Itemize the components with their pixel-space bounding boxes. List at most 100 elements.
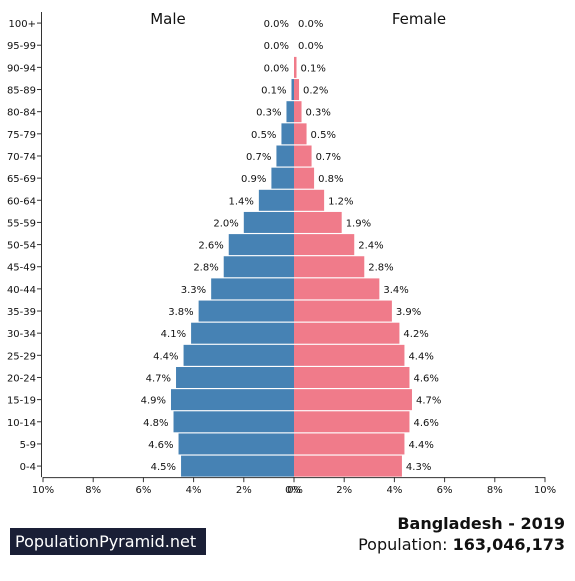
female-bar <box>294 211 342 233</box>
female-value-label: 0.2% <box>303 86 328 97</box>
male-bar <box>271 167 294 189</box>
male-value-label: 0.7% <box>246 152 271 163</box>
male-bar <box>243 211 294 233</box>
male-value-label: 3.8% <box>168 307 193 318</box>
female-bar <box>294 455 402 477</box>
female-value-label: 0.0% <box>298 41 323 52</box>
male-bar <box>191 322 294 344</box>
male-bar <box>181 455 294 477</box>
female-bar <box>294 56 297 78</box>
male-bar <box>291 79 294 101</box>
female-bar <box>294 322 400 344</box>
age-group-label: 0-4 <box>20 462 36 473</box>
female-value-label: 2.4% <box>358 241 383 252</box>
age-group-label: 40-44 <box>7 285 36 296</box>
male-value-label: 0.0% <box>264 63 289 74</box>
male-bar <box>276 145 294 167</box>
age-group-label: 95-99 <box>7 41 36 52</box>
female-value-label: 4.3% <box>406 462 431 473</box>
age-group-label: 20-24 <box>7 373 36 384</box>
male-value-label: 2.6% <box>198 241 223 252</box>
age-group-label: 75-79 <box>7 130 36 141</box>
male-value-label: 0.9% <box>241 174 266 185</box>
male-bar <box>173 411 294 433</box>
x-tick-label: 8% <box>85 485 101 496</box>
population-line: Population: 163,046,173 <box>358 534 565 556</box>
female-bar <box>294 101 302 123</box>
x-tick-label: 6% <box>437 485 453 496</box>
male-bar <box>211 278 294 300</box>
female-value-label: 4.6% <box>413 373 438 384</box>
footer-summary: Bangladesh - 2019 Population: 163,046,17… <box>358 514 565 556</box>
male-bar <box>258 189 294 211</box>
female-bar <box>294 145 312 167</box>
x-tick-label: 2% <box>236 485 252 496</box>
female-value-label: 0.8% <box>318 174 343 185</box>
age-group-label: 25-29 <box>7 351 36 362</box>
age-group-label: 70-74 <box>7 152 36 163</box>
age-group-label: 80-84 <box>7 108 36 119</box>
female-value-label: 4.6% <box>413 418 438 429</box>
x-tick-label: 6% <box>135 485 151 496</box>
brand-name: PopulationPyramid.net <box>15 532 197 551</box>
male-value-label: 4.5% <box>151 462 176 473</box>
male-bar <box>228 234 294 256</box>
female-value-label: 0.7% <box>316 152 341 163</box>
female-bar <box>294 79 300 101</box>
female-value-label: 0.0% <box>298 19 323 30</box>
female-value-label: 3.9% <box>396 307 421 318</box>
age-group-label: 60-64 <box>7 196 36 207</box>
male-value-label: 0.1% <box>261 86 286 97</box>
female-bar <box>294 167 315 189</box>
female-value-label: 4.7% <box>416 396 441 407</box>
female-bar <box>294 344 405 366</box>
age-group-label: 65-69 <box>7 174 36 185</box>
female-value-label: 1.9% <box>346 218 371 229</box>
age-group-label: 35-39 <box>7 307 36 318</box>
male-bar <box>286 101 294 123</box>
male-value-label: 2.8% <box>193 263 218 274</box>
female-value-label: 0.5% <box>311 130 336 141</box>
female-side-label: Female <box>392 10 446 28</box>
male-value-label: 4.1% <box>161 329 186 340</box>
male-side-label: Male <box>150 10 186 28</box>
female-value-label: 1.2% <box>328 196 353 207</box>
country-year: Bangladesh - 2019 <box>358 514 565 534</box>
x-tick-label: 10% <box>32 485 54 496</box>
male-value-label: 0.0% <box>264 41 289 52</box>
country-name: Bangladesh <box>397 514 503 533</box>
male-value-label: 0.5% <box>251 130 276 141</box>
age-group-label: 55-59 <box>7 218 36 229</box>
male-value-label: 2.0% <box>213 218 238 229</box>
x-tick-label: 4% <box>386 485 402 496</box>
age-group-label: 5-9 <box>20 440 36 451</box>
female-bar <box>294 411 410 433</box>
male-bar <box>281 123 294 145</box>
male-value-label: 4.7% <box>146 373 171 384</box>
age-group-label: 90-94 <box>7 63 36 74</box>
male-bar <box>223 256 294 278</box>
x-tick-label: 2% <box>336 485 352 496</box>
x-tick-label: 10% <box>534 485 556 496</box>
male-bar <box>176 367 294 388</box>
male-value-label: 4.8% <box>143 418 168 429</box>
female-bar <box>294 367 410 388</box>
female-value-label: 4.4% <box>408 351 433 362</box>
male-value-label: 4.4% <box>153 351 178 362</box>
population-label: Population: <box>358 535 448 554</box>
age-group-label: 100+ <box>9 19 36 30</box>
male-value-label: 1.4% <box>228 196 253 207</box>
female-value-label: 2.8% <box>368 263 393 274</box>
x-tick-label: 0% <box>285 485 301 496</box>
age-group-label: 15-19 <box>7 396 36 407</box>
brand-logo[interactable]: PopulationPyramid.net <box>10 528 206 555</box>
age-group-label: 85-89 <box>7 86 36 97</box>
age-group-label: 45-49 <box>7 263 36 274</box>
female-value-label: 0.1% <box>301 63 326 74</box>
female-bar <box>294 433 405 455</box>
female-value-label: 3.4% <box>383 285 408 296</box>
female-bar <box>294 234 355 256</box>
female-bar <box>294 389 412 411</box>
male-bar <box>171 389 294 411</box>
male-value-label: 3.3% <box>181 285 206 296</box>
